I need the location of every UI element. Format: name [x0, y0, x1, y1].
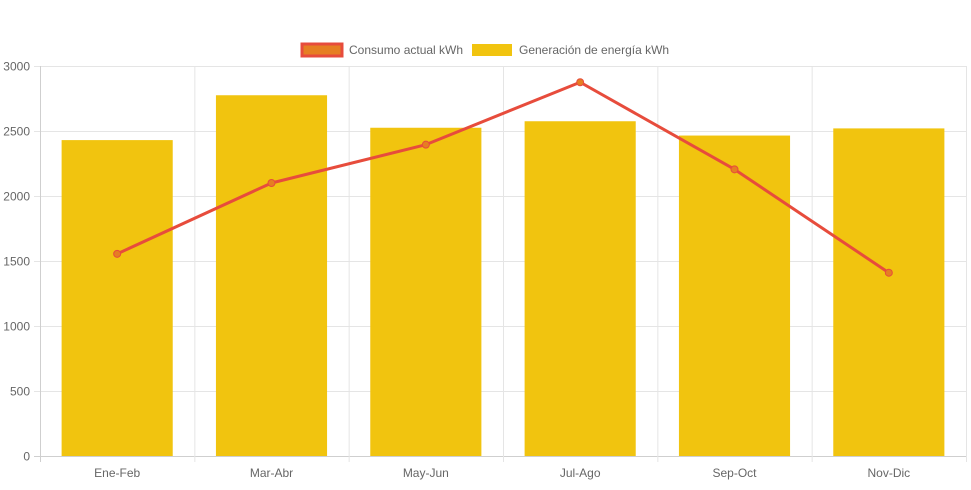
bar-generacion-jul-ago[interactable]: [524, 121, 636, 456]
point-consumo-jul-ago[interactable]: [576, 78, 585, 87]
y-tick-label: 1500: [3, 255, 30, 269]
legend-swatch-generacion: [472, 44, 512, 56]
y-tick-label: 3000: [3, 60, 30, 74]
point-consumo-may-jun[interactable]: [421, 140, 430, 149]
legend-item-consumo[interactable]: Consumo actual kWh: [300, 42, 463, 58]
x-tick-label: Nov-Dic: [867, 466, 910, 480]
x-tick-label: May-Jun: [403, 466, 449, 480]
legend-swatch-consumo: [300, 42, 344, 58]
legend-label-consumo: Consumo actual kWh: [349, 43, 463, 57]
bar-generacion-sep-oct[interactable]: [678, 135, 791, 457]
y-tick-label: 0: [23, 450, 30, 464]
grid-layer: [34, 66, 967, 462]
bar-generacion-ene-feb[interactable]: [61, 140, 173, 456]
legend-item-generacion[interactable]: Generación de energía kWh: [472, 43, 669, 57]
x-tick-label: Sep-Oct: [712, 466, 757, 480]
legend-label-generacion: Generación de energía kWh: [519, 43, 669, 57]
y-tick-label: 1000: [3, 320, 30, 334]
bar-generacion-nov-dic[interactable]: [833, 128, 945, 456]
x-tick-label: Ene-Feb: [94, 466, 140, 480]
point-consumo-sep-oct[interactable]: [730, 165, 739, 174]
point-consumo-nov-dic[interactable]: [884, 268, 893, 277]
x-tick-label: Jul-Ago: [560, 466, 601, 480]
point-consumo-mar-abr[interactable]: [267, 179, 276, 187]
x-tick-label: Mar-Abr: [250, 466, 293, 480]
bar-generacion-may-jun[interactable]: [370, 127, 482, 456]
y-tick-label: 500: [10, 385, 30, 399]
line-layer: [113, 78, 893, 277]
axis-layer: 0 500 1000 1500 2000 2500 3000 Ene-Feb Mar-Abr Ma…: [3, 60, 910, 481]
bar-generacion-mar-abr[interactable]: [215, 95, 328, 456]
y-tick-label: 2500: [3, 125, 30, 139]
legend[interactable]: Consumo actual kWh Generación de energía…: [300, 42, 669, 58]
y-tick-label: 2000: [3, 190, 30, 204]
bar-layer: [61, 95, 945, 457]
line-consumo: [116, 80, 890, 274]
point-consumo-ene-feb[interactable]: [113, 249, 122, 258]
